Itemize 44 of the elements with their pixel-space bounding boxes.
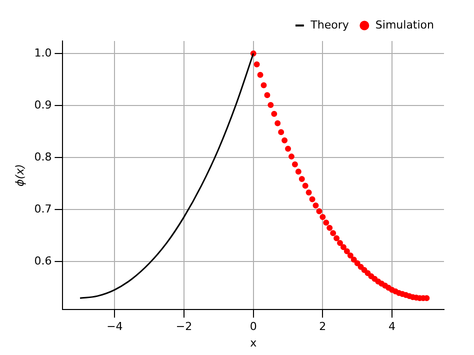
- point: [302, 182, 308, 189]
- point: [271, 110, 278, 117]
- y-tick-label: 0.6: [34, 254, 52, 268]
- point: [306, 189, 312, 196]
- point: [330, 230, 336, 236]
- x-tick-label: 2: [319, 320, 326, 334]
- y-tick-label: 0.8: [34, 150, 52, 164]
- point: [323, 220, 330, 226]
- x-tick-label: 4: [388, 320, 396, 334]
- point: [320, 214, 326, 220]
- point: [274, 120, 281, 126]
- x-axis-title: x: [250, 336, 258, 350]
- point: [268, 102, 274, 108]
- y-tick-label: 0.9: [34, 98, 52, 112]
- x-tick-label: −4: [106, 320, 123, 334]
- legend-label: Simulation: [375, 18, 434, 32]
- point: [257, 72, 264, 78]
- point: [337, 240, 344, 246]
- y-tick-label: 0.7: [34, 202, 52, 216]
- y-tick-label: 1.0: [34, 46, 52, 60]
- point: [340, 244, 346, 250]
- legend-label: Theory: [310, 18, 350, 32]
- point: [312, 202, 319, 208]
- point: [347, 252, 354, 258]
- point: [298, 176, 305, 182]
- point: [282, 137, 288, 144]
- point: [264, 92, 270, 98]
- point: [295, 168, 302, 175]
- point: [316, 208, 322, 214]
- point: [260, 82, 267, 88]
- y-axis-title: ϕ(x): [13, 164, 26, 186]
- point: [326, 224, 333, 231]
- point: [344, 248, 350, 254]
- point: [292, 161, 298, 168]
- point: [288, 154, 294, 160]
- x-tick-label: 0: [250, 320, 257, 334]
- point: [254, 61, 260, 68]
- point: [309, 196, 316, 202]
- point: [334, 235, 340, 242]
- point: [278, 129, 284, 136]
- point: [285, 146, 292, 152]
- point: [350, 256, 357, 263]
- x-tick-label: −2: [176, 320, 192, 334]
- point: [354, 260, 360, 266]
